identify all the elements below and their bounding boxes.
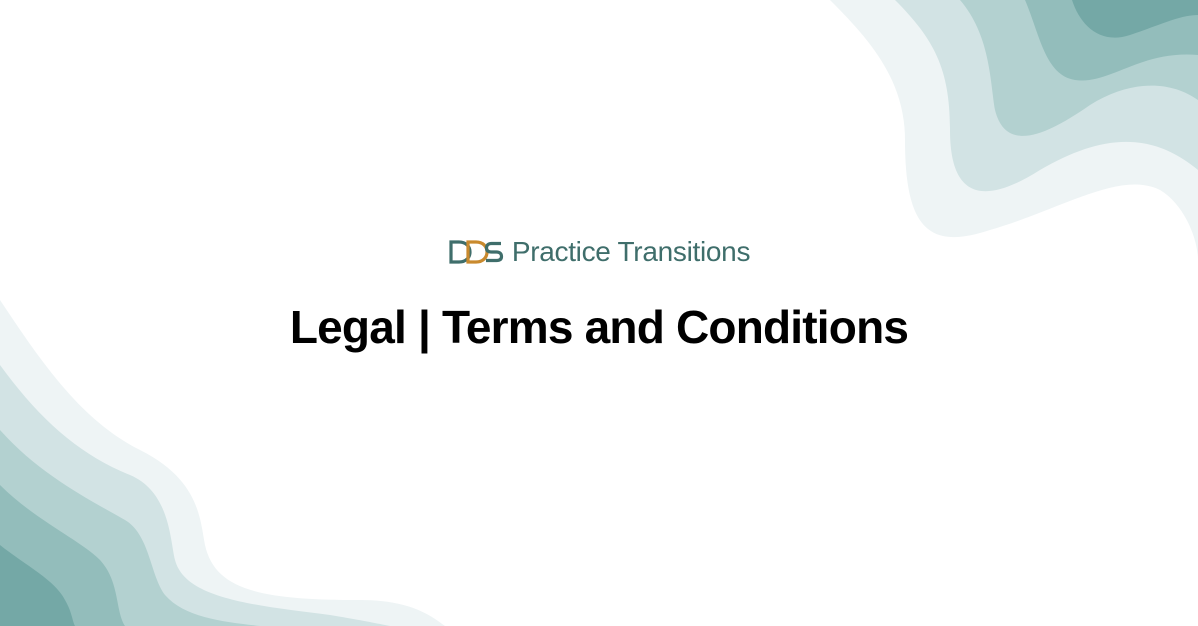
brand-name: Practice Transitions: [511, 236, 751, 267]
page-title: Legal | Terms and Conditions: [289, 301, 909, 353]
brand-logo[interactable]: Practice Transitions: [0, 236, 1198, 268]
wave-bottom-left-5: [0, 545, 75, 626]
dds-logo-mark-icon: [449, 240, 503, 264]
wave-top-right-5: [1072, 0, 1198, 38]
